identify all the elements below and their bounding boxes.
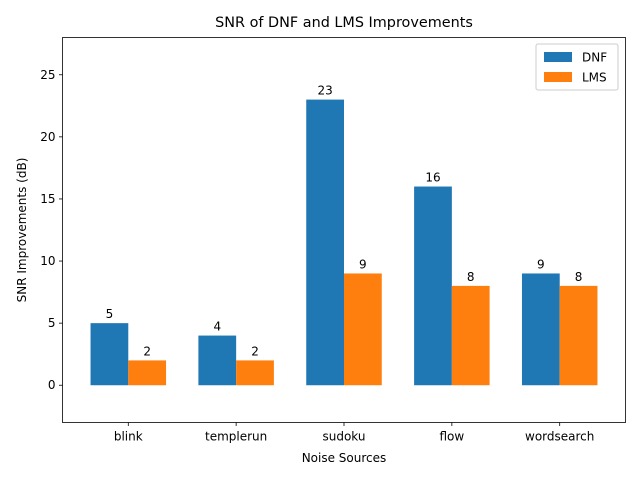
x-tick-label-sudoku: sudoku — [322, 430, 365, 444]
data-label-lms-templerun: 2 — [251, 344, 259, 358]
bar-lms-templerun — [236, 360, 274, 386]
legend: DNF LMS — [535, 43, 619, 91]
y-tick-label: 10 — [40, 254, 55, 268]
legend-label-lms: LMS — [582, 71, 607, 85]
plot-area: 5 4 23 16 9 2 2 9 8 8 — [90, 84, 598, 386]
bar-lms-wordsearch — [559, 285, 598, 386]
legend-swatch-lms — [544, 72, 572, 82]
y-tick-label: 15 — [40, 192, 55, 206]
data-label-dnf-blink: 5 — [106, 307, 114, 321]
y-tick-label: 0 — [48, 378, 56, 392]
y-tick-label: 20 — [40, 130, 55, 144]
bar-dnf-flow — [414, 186, 452, 386]
data-label-lms-flow: 8 — [467, 270, 475, 284]
chart-title: SNR of DNF and LMS Improvements — [215, 15, 473, 31]
bar-lms-blink — [128, 360, 167, 386]
data-label-lms-blink: 2 — [143, 344, 151, 358]
legend-label-dnf: DNF — [582, 51, 607, 65]
legend-swatch-dnf — [544, 52, 572, 62]
data-label-lms-sudoku: 9 — [359, 257, 367, 271]
x-tick-label-templerun: templerun — [205, 430, 267, 444]
y-tick-label: 5 — [48, 316, 56, 330]
x-tick-label-wordsearch: wordsearch — [525, 430, 594, 444]
data-label-dnf-wordsearch: 9 — [537, 257, 545, 271]
bar-dnf-wordsearch — [521, 273, 560, 386]
x-tick-label-blink: blink — [114, 430, 143, 444]
data-label-dnf-flow: 16 — [425, 171, 440, 185]
data-label-dnf-sudoku: 23 — [317, 84, 332, 98]
x-axis-label: Noise Sources — [302, 451, 387, 465]
y-tick-label: 25 — [40, 68, 55, 82]
y-axis-label: SNR Improvements (dB) — [15, 158, 29, 303]
x-tick-label-flow: flow — [439, 430, 464, 444]
data-label-lms-wordsearch: 8 — [575, 270, 583, 284]
bar-dnf-templerun — [198, 335, 237, 386]
y-axis: 0 5 10 15 20 25 — [40, 68, 63, 392]
bar-lms-sudoku — [344, 273, 382, 386]
x-axis: blink templerun sudoku flow wordsearch — [114, 422, 594, 444]
bar-dnf-blink — [90, 323, 129, 386]
data-label-dnf-templerun: 4 — [213, 320, 221, 334]
bar-lms-flow — [451, 285, 490, 386]
bar-dnf-sudoku — [306, 99, 344, 386]
